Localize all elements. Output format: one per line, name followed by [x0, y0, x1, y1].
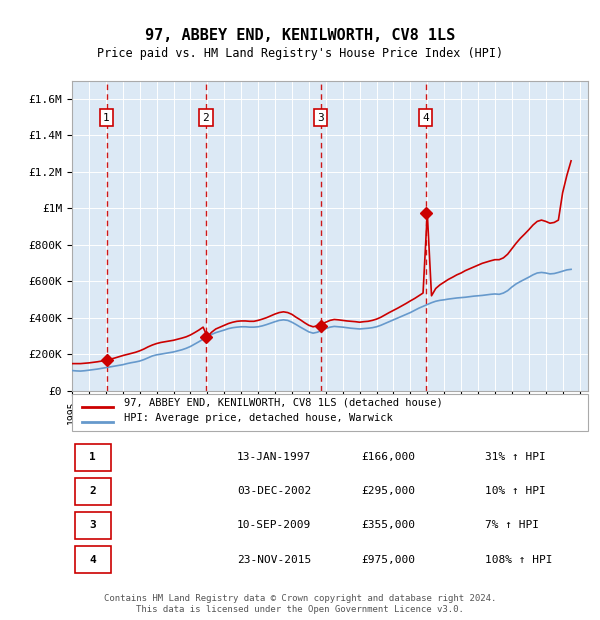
Text: £355,000: £355,000 [361, 520, 415, 531]
FancyBboxPatch shape [74, 477, 111, 505]
Text: 4: 4 [422, 113, 429, 123]
FancyBboxPatch shape [74, 512, 111, 539]
Text: 23-NOV-2015: 23-NOV-2015 [237, 554, 311, 565]
Text: 3: 3 [317, 113, 324, 123]
Text: £166,000: £166,000 [361, 452, 415, 463]
Text: 3: 3 [89, 520, 96, 531]
Text: 2: 2 [89, 486, 96, 497]
Text: 10-SEP-2009: 10-SEP-2009 [237, 520, 311, 531]
Text: 108% ↑ HPI: 108% ↑ HPI [485, 554, 552, 565]
Text: 2: 2 [203, 113, 209, 123]
Text: 13-JAN-1997: 13-JAN-1997 [237, 452, 311, 463]
Text: 1: 1 [89, 452, 96, 463]
Text: 7% ↑ HPI: 7% ↑ HPI [485, 520, 539, 531]
Text: 10% ↑ HPI: 10% ↑ HPI [485, 486, 545, 497]
Text: 1: 1 [103, 113, 110, 123]
FancyBboxPatch shape [74, 444, 111, 471]
Text: 31% ↑ HPI: 31% ↑ HPI [485, 452, 545, 463]
Text: Contains HM Land Registry data © Crown copyright and database right 2024.
This d: Contains HM Land Registry data © Crown c… [104, 595, 496, 614]
Text: 97, ABBEY END, KENILWORTH, CV8 1LS (detached house): 97, ABBEY END, KENILWORTH, CV8 1LS (deta… [124, 398, 442, 408]
Text: 03-DEC-2002: 03-DEC-2002 [237, 486, 311, 497]
FancyBboxPatch shape [74, 546, 111, 573]
Text: 97, ABBEY END, KENILWORTH, CV8 1LS: 97, ABBEY END, KENILWORTH, CV8 1LS [145, 28, 455, 43]
Text: Price paid vs. HM Land Registry's House Price Index (HPI): Price paid vs. HM Land Registry's House … [97, 46, 503, 60]
Text: £295,000: £295,000 [361, 486, 415, 497]
Text: £975,000: £975,000 [361, 554, 415, 565]
Text: HPI: Average price, detached house, Warwick: HPI: Average price, detached house, Warw… [124, 413, 392, 423]
FancyBboxPatch shape [72, 394, 588, 431]
Text: 4: 4 [89, 554, 96, 565]
